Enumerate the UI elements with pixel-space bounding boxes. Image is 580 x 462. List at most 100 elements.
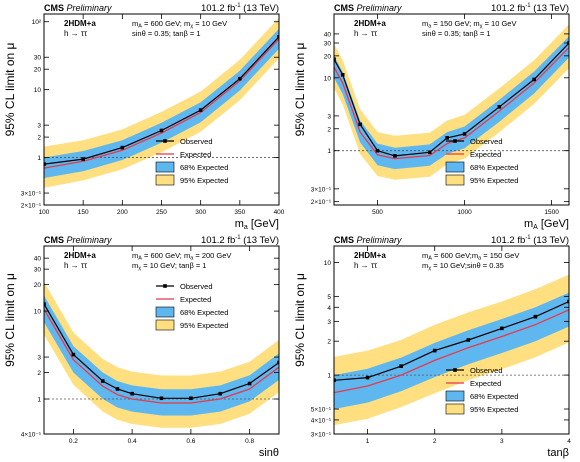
x-axis-title-main: m bbox=[235, 218, 244, 230]
y-tick-label: 4 bbox=[327, 305, 331, 312]
series-expected-line bbox=[334, 309, 569, 394]
observed-point bbox=[334, 378, 336, 383]
lumi-energy: (13 TeV) bbox=[531, 3, 569, 14]
cms-experiment: CMS bbox=[334, 3, 354, 13]
legend-label: 68% Expected bbox=[470, 163, 518, 172]
y-tick-label: 1 bbox=[37, 397, 41, 404]
y-tick-label: 40 bbox=[34, 256, 42, 263]
series-expected-line bbox=[44, 38, 279, 169]
legend-key-68 bbox=[155, 306, 175, 318]
parameter-line-1: mA = 600 GeV; ma = 200 GeV bbox=[132, 251, 231, 262]
chart-limit-vs-sintheta: 0.2 0.4 0.6 0.8 4×10⁻¹ 1 2 3 10 20 30 40 95% CL limi… bbox=[3, 235, 280, 459]
parameter-text: m bbox=[132, 251, 138, 260]
parameter-subscript: a bbox=[428, 24, 432, 30]
plot-area bbox=[44, 281, 279, 428]
observed-point bbox=[445, 136, 449, 140]
legend-key-68 bbox=[445, 390, 465, 402]
legend-key-observed-marker bbox=[453, 139, 457, 143]
plot-area bbox=[334, 274, 569, 426]
x-tick-label: 4 bbox=[567, 438, 571, 445]
y-tick-label: 10² bbox=[32, 19, 42, 26]
lumi-value: 101.2 fb bbox=[201, 235, 235, 246]
observed-point bbox=[399, 364, 403, 368]
y-tick-label: 4×10⁻¹ bbox=[21, 432, 42, 439]
observed-point bbox=[497, 105, 502, 109]
observed-point bbox=[532, 77, 536, 82]
x-tick-label: 500 bbox=[372, 209, 383, 216]
observed-point bbox=[462, 132, 467, 136]
parameter-subscript: χ bbox=[428, 266, 431, 272]
parameter-text: m bbox=[132, 261, 138, 270]
observed-point bbox=[120, 145, 125, 150]
parameter-line-1: ma = 150 GeV; mχ = 10 GeV bbox=[422, 19, 516, 30]
legend-key-observed-marker bbox=[163, 284, 167, 288]
legend-label: 95% Expected bbox=[180, 321, 228, 330]
observed-point bbox=[567, 299, 569, 304]
lumi-superscript: -1 bbox=[235, 235, 241, 241]
y-tick-label: 10 bbox=[34, 309, 42, 316]
y-tick-label: 1 bbox=[327, 148, 331, 155]
y-tick-label: 40 bbox=[324, 31, 332, 38]
observed-point bbox=[427, 150, 432, 155]
legend-label: 95% Expected bbox=[470, 176, 518, 185]
legend-label: 68% Expected bbox=[470, 392, 518, 401]
parameter-text: m bbox=[422, 251, 428, 260]
y-axis-title: 95% CL limit on μ bbox=[293, 273, 307, 367]
observed-point bbox=[218, 391, 223, 396]
legend-label: 68% Expected bbox=[180, 308, 228, 317]
lumi-label: 101.2 fb-1 (13 TeV) bbox=[491, 235, 569, 246]
observed-point bbox=[277, 35, 279, 39]
parameter-text: = 150 GeV; m bbox=[431, 19, 479, 28]
x-tick-label: 0.6 bbox=[186, 438, 195, 445]
legend-key-observed-marker bbox=[163, 139, 167, 143]
panel-limit-vs-ma: 100 150 200 250 300 350 400 2×10⁻¹ 3×10⁻¹ 1 2 3 10 20… bbox=[0, 0, 290, 231]
observed-point bbox=[466, 338, 471, 342]
x-tick-label: 100 bbox=[39, 209, 50, 216]
legend-key-95 bbox=[155, 174, 175, 186]
x-axis-title: ma [GeV] bbox=[235, 218, 279, 231]
y-tick-label: 3 bbox=[37, 355, 41, 362]
x-axis-title-subscript: a bbox=[244, 224, 248, 231]
legend-key-68 bbox=[445, 161, 465, 173]
y-tick-label: 2×10⁻¹ bbox=[21, 203, 42, 210]
observed-point bbox=[100, 379, 105, 383]
model-label: 2HDM+a bbox=[354, 19, 386, 28]
cms-status: Preliminary bbox=[354, 3, 402, 13]
y-tick-label: 2 bbox=[327, 339, 331, 346]
x-tick-label: 1 bbox=[366, 438, 370, 445]
observed-point bbox=[432, 348, 437, 353]
parameter-text: = 600 GeV; m bbox=[142, 251, 190, 260]
observed-point bbox=[130, 391, 134, 396]
channel-label: h → ττ bbox=[64, 261, 88, 270]
parameter-subscript: a bbox=[478, 256, 482, 262]
y-tick-label: 20 bbox=[324, 53, 332, 60]
parameter-line-1: mA = 600 GeV;ma = 150 GeV bbox=[422, 251, 519, 262]
parameter-text: tanβ = 1 bbox=[461, 29, 491, 38]
y-tick-label: 2×10⁻¹ bbox=[311, 199, 332, 206]
cms-status: Preliminary bbox=[64, 235, 112, 245]
x-tick-label: 0.4 bbox=[128, 438, 137, 445]
parameter-line-2: mχ = 10 GeV;sinθ = 0.35 bbox=[422, 261, 504, 272]
y-tick-label: 10 bbox=[324, 75, 332, 82]
plot-area bbox=[334, 24, 569, 180]
y-tick-label: 3 bbox=[327, 319, 331, 326]
y-axis-title: 95% CL limit on μ bbox=[3, 42, 17, 136]
legend-label: Expected bbox=[470, 150, 501, 159]
lumi-label: 101.2 fb-1 (13 TeV) bbox=[201, 3, 279, 14]
legend-key-95 bbox=[445, 403, 465, 415]
observed-point bbox=[500, 326, 504, 331]
legend-label: Observed bbox=[470, 137, 503, 146]
parameter-text: = 10 GeV bbox=[193, 19, 227, 28]
series-observed-line bbox=[334, 300, 569, 381]
parameter-text: = 200 GeV bbox=[193, 251, 231, 260]
y-tick-label: 30 bbox=[324, 41, 332, 48]
legend-key-95 bbox=[445, 174, 465, 186]
chart-limit-vs-ma: 100 150 200 250 300 350 400 2×10⁻¹ 3×10⁻¹ 1 2 3 10 20… bbox=[3, 3, 285, 231]
lumi-energy: (13 TeV) bbox=[241, 235, 279, 246]
lumi-value: 101.2 fb bbox=[491, 235, 525, 246]
parameter-subscript: χ bbox=[138, 266, 141, 272]
parameter-text: = 10 GeV bbox=[483, 19, 517, 28]
parameter-subscript: χ bbox=[190, 24, 193, 30]
legend-label: 95% Expected bbox=[470, 405, 518, 414]
